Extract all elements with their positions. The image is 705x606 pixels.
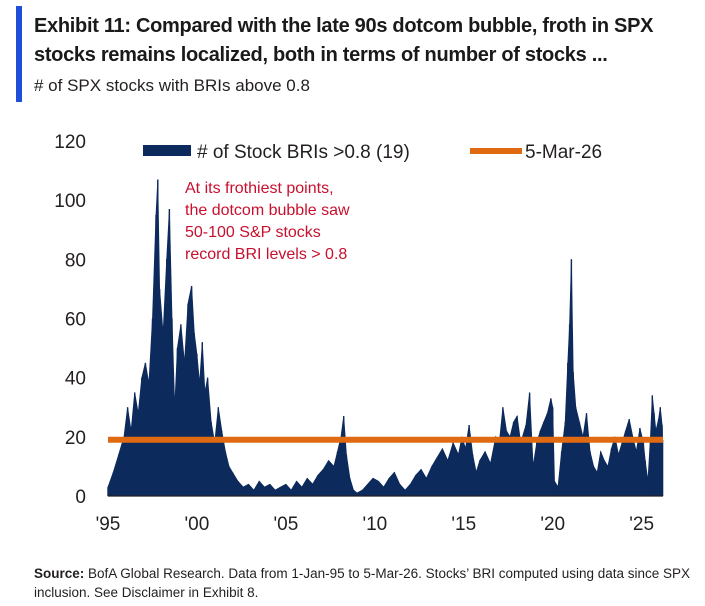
- x-tick-label: '95: [96, 514, 121, 535]
- y-tick-label: 40: [65, 369, 86, 390]
- legend-swatch-area: [143, 145, 191, 156]
- y-tick-label: 100: [54, 191, 86, 212]
- y-tick-label: 0: [75, 487, 86, 508]
- annotation-line: At its frothiest points,: [185, 180, 334, 197]
- title-accent-bar: [16, 6, 22, 102]
- x-tick-label: '20: [540, 514, 565, 535]
- source-note: Source: BofA Global Research. Data from …: [34, 564, 694, 602]
- legend-label-line: 5-Mar-26: [525, 142, 602, 163]
- annotation-line: the dotcom bubble saw: [185, 202, 350, 219]
- y-tick-label: 60: [65, 310, 86, 331]
- x-tick-label: '05: [274, 514, 299, 535]
- chart: 0 20 40 60 80 100 120 '95 '00 '05 '10 '15 '20 '25 # …: [54, 132, 664, 535]
- y-tick-label: 20: [65, 428, 86, 449]
- exhibit-title: Exhibit 11: Compared with the late 90s d…: [34, 15, 654, 66]
- x-tick-label: '10: [362, 514, 387, 535]
- exhibit-subtitle: # of SPX stocks with BRIs above 0.8: [34, 76, 310, 95]
- y-tick-label: 120: [54, 132, 86, 153]
- source-text: BofA Global Research. Data from 1-Jan-95…: [34, 566, 691, 600]
- annotation-line: record BRI levels > 0.8: [185, 246, 347, 263]
- annotation-line: 50-100 S&P stocks: [185, 224, 321, 241]
- source-label: Source:: [34, 566, 85, 581]
- x-tick-label: '15: [451, 514, 476, 535]
- legend-label-area: # of Stock BRIs >0.8 (19): [197, 142, 410, 163]
- legend: # of Stock BRIs >0.8 (19) 5-Mar-26: [143, 142, 602, 163]
- y-axis: 0 20 40 60 80 100 120: [54, 132, 86, 508]
- annotation-dotcom: At its frothiest points, the dotcom bubb…: [185, 180, 350, 263]
- y-tick-label: 80: [65, 250, 86, 271]
- x-tick-label: '25: [629, 514, 654, 535]
- x-tick-label: '00: [185, 514, 210, 535]
- x-axis: '95 '00 '05 '10 '15 '20 '25: [96, 514, 654, 535]
